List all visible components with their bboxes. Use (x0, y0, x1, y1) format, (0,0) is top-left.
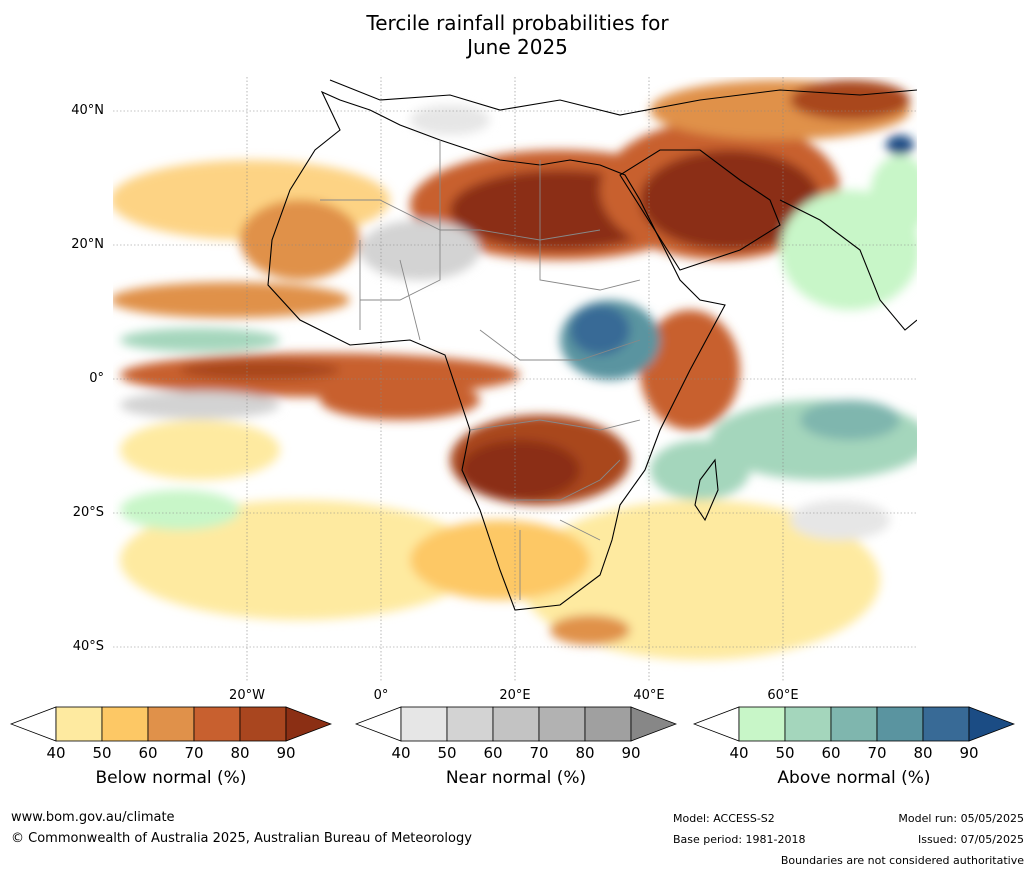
lon-label-20w: 20°W (229, 688, 265, 703)
colorbar-segment (538, 706, 586, 742)
graticule (113, 77, 917, 681)
colorbar-label-near: Near normal (%) (445, 768, 587, 788)
colorbar-tick-label: 40 (46, 744, 66, 762)
colorbar-segment (876, 706, 924, 742)
lon-label-40e: 40°E (633, 688, 665, 703)
footer-base-period: Base period: 1981-2018 (673, 833, 806, 846)
colorbar-tick-label: 50 (92, 744, 112, 762)
colorbar-extend-low (355, 706, 402, 742)
colorbar-tick-label: 40 (391, 744, 411, 762)
probability-fields (113, 80, 917, 660)
footer-model: Model: ACCESS-S2 (673, 812, 775, 825)
colorbar-above-normal (693, 706, 1015, 742)
footer-url: www.bom.gov.au/climate (11, 810, 175, 825)
colorbar-tick-label: 90 (276, 744, 296, 762)
colorbar-tick-label: 70 (867, 744, 887, 762)
footer-model-run: Model run: 05/05/2025 (898, 812, 1024, 825)
colorbar-near-normal (355, 706, 677, 742)
colorbar-extend-low (10, 706, 57, 742)
footer-disclaimer: Boundaries are not considered authoritat… (780, 854, 1024, 867)
lat-label-0: 0° (89, 371, 104, 386)
lat-label-40n: 40°N (71, 103, 104, 118)
colorbar-extend-high (968, 706, 1015, 742)
colorbar-tick-label: 90 (621, 744, 641, 762)
colorbar-label-below: Below normal (%) (95, 768, 247, 788)
footer-issued: Issued: 07/05/2025 (917, 833, 1024, 846)
lon-label-0: 0° (373, 688, 389, 703)
colorbar-tick-label: 60 (483, 744, 503, 762)
lon-label-60e: 60°E (767, 688, 799, 703)
colorbar-segment (830, 706, 878, 742)
colorbar-segment (193, 706, 241, 742)
colorbar-segment (239, 706, 287, 742)
colorbar-extend-high (285, 706, 332, 742)
colorbar-tick-label: 60 (138, 744, 158, 762)
colorbar-segment (584, 706, 632, 742)
lat-label-40s: 40°S (72, 639, 104, 654)
colorbar-tick-label: 80 (230, 744, 250, 762)
lon-label-20e: 20°E (499, 688, 531, 703)
colorbar-tick-label: 50 (775, 744, 795, 762)
colorbar-segment (101, 706, 149, 742)
colorbar-extend-low (693, 706, 740, 742)
colorbar-tick-label: 50 (437, 744, 457, 762)
map-canvas (113, 77, 917, 681)
map-title-line1: Tercile rainfall probabilities for (366, 11, 669, 35)
footer-copyright: © Commonwealth of Australia 2025, Austra… (11, 831, 472, 846)
colorbar-label-above: Above normal (%) (777, 768, 931, 788)
colorbar-tick-label: 70 (184, 744, 204, 762)
country-borders (320, 140, 641, 600)
lat-label-20s: 20°S (72, 505, 104, 520)
colorbar-below-normal (10, 706, 332, 742)
colorbar-tick-label: 70 (529, 744, 549, 762)
colorbar-segment (784, 706, 832, 742)
colorbar-segment (446, 706, 494, 742)
colorbar-extend-high (630, 706, 677, 742)
colorbar-tick-label: 80 (913, 744, 933, 762)
colorbar-tick-label: 80 (575, 744, 595, 762)
map-title-line2: June 2025 (467, 35, 568, 59)
colorbar-segment (738, 706, 786, 742)
colorbar-tick-label: 60 (821, 744, 841, 762)
colorbar-segment (147, 706, 195, 742)
colorbar-tick-label: 90 (959, 744, 979, 762)
colorbar-segment (55, 706, 103, 742)
coastlines (267, 79, 917, 611)
colorbar-segment (492, 706, 540, 742)
lat-label-20n: 20°N (71, 237, 104, 252)
colorbar-tick-label: 40 (729, 744, 749, 762)
colorbar-segment (922, 706, 970, 742)
colorbar-segment (400, 706, 448, 742)
